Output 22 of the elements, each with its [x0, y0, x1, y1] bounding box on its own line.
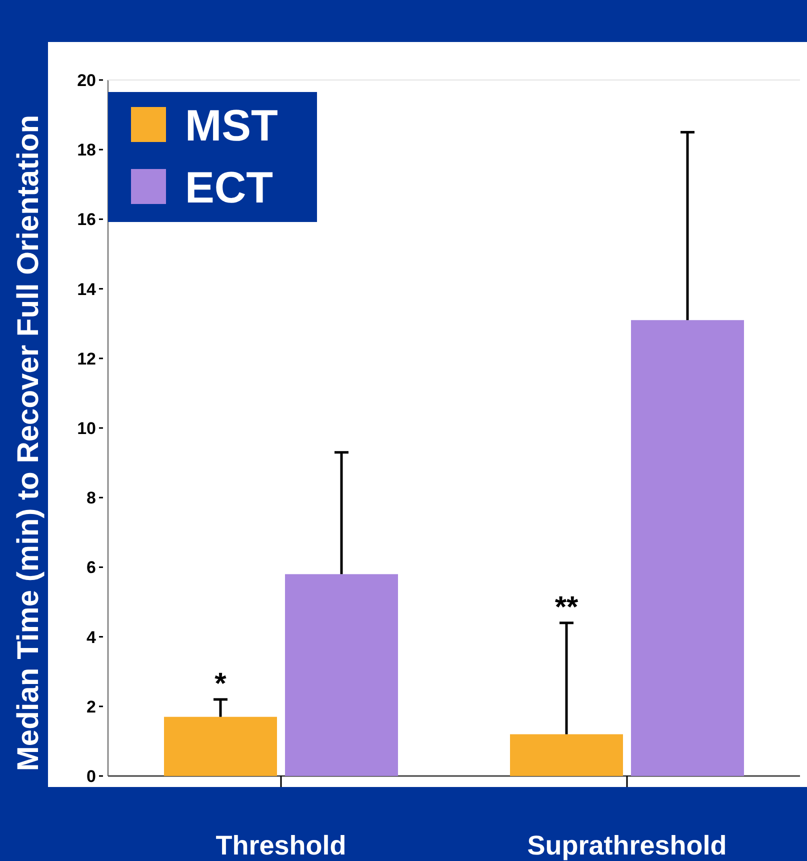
y-axis-title: Median Time (min) to Recover Full Orientation: [12, 114, 45, 772]
y-tick-label: 4: [86, 628, 97, 647]
y-tick-label: 16: [77, 210, 96, 230]
y-tick-label: 2: [86, 697, 96, 716]
annotation: *: [214, 667, 227, 700]
legend-label: MST: [185, 101, 278, 150]
y-tick-label: 10: [77, 418, 96, 438]
bar: [631, 320, 744, 776]
bar: [510, 734, 623, 776]
y-tick-label: 6: [86, 558, 96, 578]
annotation: **: [554, 590, 578, 624]
bar: [285, 574, 398, 776]
x-tick-label: Threshold: [216, 830, 346, 860]
y-tick-label: 20: [77, 70, 96, 90]
bar: [164, 716, 277, 776]
y-tick-label: 0: [86, 766, 96, 786]
x-tick-label: Suprathreshold: [527, 830, 727, 860]
y-tick-label: 12: [77, 349, 96, 368]
y-tick-label: 8: [86, 488, 96, 508]
y-tick-label: 18: [77, 140, 96, 160]
legend-label: ECT: [185, 163, 274, 212]
y-tick-label: 14: [77, 280, 97, 299]
